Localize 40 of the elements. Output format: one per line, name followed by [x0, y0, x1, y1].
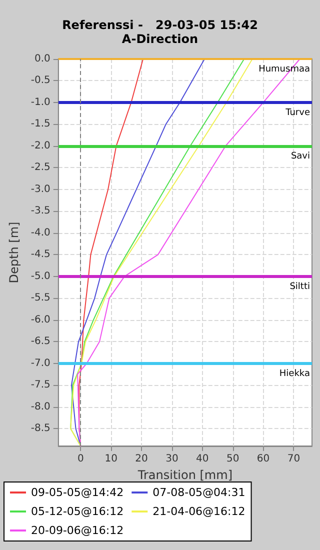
y-tick-label: -8.5 — [30, 423, 50, 434]
x-tick-label: 20 — [135, 454, 148, 464]
y-tick-label: 0.0 — [34, 54, 50, 64]
y-tick-label: -6.0 — [30, 314, 50, 326]
legend-label: 07-08-05@04:31 — [152, 486, 246, 499]
y-tick-label: -1.0 — [30, 96, 50, 108]
x-tick-label: 10 — [104, 454, 118, 464]
ref-line-label: Turve — [284, 108, 310, 118]
chart-subtitle: A-Direction — [122, 32, 198, 46]
y-tick-label: -5.0 — [30, 270, 50, 282]
legend-label: 21-04-06@16:12 — [152, 505, 246, 518]
legend-label: 20-09-06@16:12 — [31, 524, 124, 537]
x-tick-label: 70 — [287, 454, 300, 464]
x-tick-label: 50 — [226, 454, 240, 464]
x-tick-label: 0 — [77, 454, 84, 464]
y-tick-label: -4.5 — [30, 249, 50, 260]
x-tick-label: 40 — [196, 454, 209, 464]
y-tick-label: -4.0 — [30, 227, 50, 238]
y-tick-label: -2.0 — [30, 140, 50, 152]
y-tick-label: -1.5 — [30, 118, 50, 130]
legend-label: 05-12-05@16:12 — [31, 505, 124, 518]
ref-line-label: Siltti — [290, 282, 310, 292]
legend-label: 09-05-05@14:42 — [31, 486, 124, 499]
y-tick-label: -7.5 — [30, 380, 50, 391]
y-axis-title: Depth [m] — [7, 222, 21, 284]
y-tick-label: -7.0 — [30, 358, 50, 369]
ref-line-label: Hiekka — [279, 368, 310, 379]
y-tick-label: -8.0 — [30, 401, 50, 412]
line-series — [71, 58, 206, 446]
x-tick-label: 60 — [256, 454, 270, 464]
y-tick-label: -6.5 — [30, 336, 50, 348]
y-tick-label: -0.5 — [30, 75, 50, 86]
x-axis-title: Transition [mm] — [136, 468, 233, 482]
ref-line-label: Savi — [290, 151, 310, 162]
chart-title: Referenssi - 29-03-05 15:42 — [62, 18, 258, 32]
x-tick-label: 30 — [166, 454, 178, 464]
y-tick-label: -3.0 — [30, 184, 50, 195]
y-tick-label: -3.5 — [30, 206, 50, 217]
y-tick-label: -5.5 — [30, 292, 50, 304]
y-tick-label: -2.5 — [30, 162, 50, 174]
